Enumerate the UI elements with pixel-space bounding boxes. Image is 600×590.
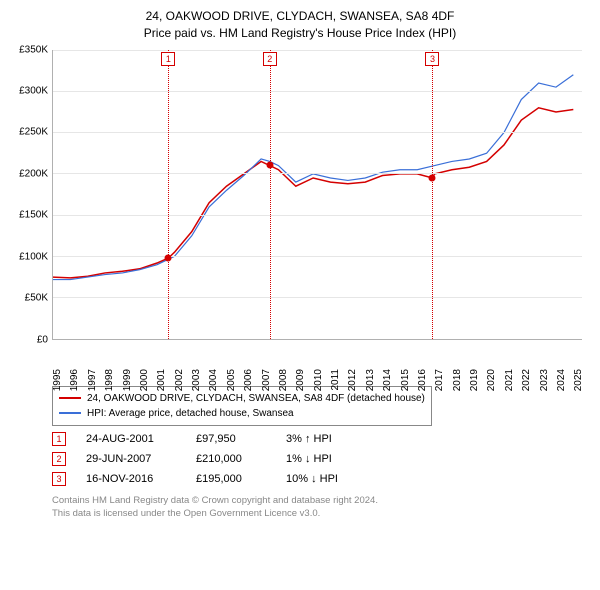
x-tick-label: 2009 — [295, 369, 306, 391]
plot-area: 1 2 3 — [52, 50, 582, 340]
event-delta: 10% ↓ HPI — [286, 473, 338, 485]
y-tick-label: £0 — [37, 334, 48, 345]
gridline-h — [53, 132, 582, 133]
x-tick-label: 2013 — [365, 369, 376, 391]
y-tick-label: £350K — [19, 44, 48, 55]
x-tick-label: 2024 — [556, 369, 567, 391]
legend-swatch — [59, 397, 81, 399]
line-svg — [53, 50, 582, 339]
series-hpi — [53, 74, 573, 279]
footer-line-1: Contains HM Land Registry data © Crown c… — [52, 494, 590, 507]
y-tick-label: £50K — [25, 293, 48, 304]
legend-swatch — [59, 412, 81, 414]
y-tick-label: £300K — [19, 86, 48, 97]
x-tick-label: 2004 — [208, 369, 219, 391]
x-tick-label: 1996 — [69, 369, 80, 391]
x-tick-label: 2008 — [278, 369, 289, 391]
event-dot-3 — [429, 174, 436, 181]
x-tick-label: 2002 — [174, 369, 185, 391]
event-marker-box-3: 3 — [425, 52, 439, 66]
x-tick-label: 2020 — [486, 369, 497, 391]
x-tick-label: 2011 — [330, 369, 341, 391]
gridline-h — [53, 256, 582, 257]
event-vline-3 — [432, 50, 433, 339]
chart-area: £0£50K£100K£150K£200K£250K£300K£350K 123… — [10, 50, 590, 380]
footer-line-2: This data is licensed under the Open Gov… — [52, 507, 590, 520]
legend: 24, OAKWOOD DRIVE, CLYDACH, SWANSEA, SA8… — [52, 386, 432, 426]
x-tick-label: 2017 — [434, 369, 445, 391]
event-delta: 1% ↓ HPI — [286, 453, 332, 465]
x-tick-label: 2014 — [382, 369, 393, 391]
gridline-h — [53, 297, 582, 298]
x-tick-label: 2018 — [452, 369, 463, 391]
x-tick-label: 2000 — [139, 369, 150, 391]
legend-row-property: 24, OAKWOOD DRIVE, CLYDACH, SWANSEA, SA8… — [59, 391, 425, 406]
x-tick-label: 2023 — [539, 369, 550, 391]
event-price: £97,950 — [196, 433, 266, 445]
event-date: 16-NOV-2016 — [86, 473, 176, 485]
x-tick-label: 2007 — [261, 369, 272, 391]
x-tick-label: 1997 — [87, 369, 98, 391]
y-axis: £0£50K£100K£150K£200K£250K£300K£350K — [10, 50, 52, 340]
x-tick-label: 1998 — [104, 369, 115, 391]
event-row-2: 2 29-JUN-2007 £210,000 1% ↓ HPI — [52, 452, 590, 466]
x-tick-label: 2012 — [347, 369, 358, 391]
x-tick-label: 1995 — [52, 369, 63, 391]
y-tick-label: £150K — [19, 210, 48, 221]
x-tick-label: 2016 — [417, 369, 428, 391]
chart-container: 24, OAKWOOD DRIVE, CLYDACH, SWANSEA, SA8… — [0, 0, 600, 590]
event-dot-1 — [165, 254, 172, 261]
gridline-h — [53, 50, 582, 51]
legend-label: HPI: Average price, detached house, Swan… — [87, 406, 294, 421]
y-tick-label: £250K — [19, 127, 48, 138]
events-table: 1 24-AUG-2001 £97,950 3% ↑ HPI 2 29-JUN-2007 £… — [52, 432, 590, 486]
x-axis: 1995199619971998199920002001200220032004… — [52, 340, 582, 380]
gridline-h — [53, 91, 582, 92]
event-row-marker: 1 — [52, 432, 66, 446]
event-vline-1 — [168, 50, 169, 339]
gridline-h — [53, 173, 582, 174]
x-tick-label: 2015 — [400, 369, 411, 391]
event-row-marker: 2 — [52, 452, 66, 466]
x-tick-label: 2025 — [573, 369, 584, 391]
event-delta: 3% ↑ HPI — [286, 433, 332, 445]
footer: Contains HM Land Registry data © Crown c… — [52, 494, 590, 521]
x-tick-label: 2010 — [313, 369, 324, 391]
event-date: 29-JUN-2007 — [86, 453, 176, 465]
event-price: £195,000 — [196, 473, 266, 485]
x-tick-label: 2006 — [243, 369, 254, 391]
x-tick-label: 2003 — [191, 369, 202, 391]
x-tick-label: 2021 — [504, 369, 515, 391]
x-tick-label: 1999 — [122, 369, 133, 391]
legend-label: 24, OAKWOOD DRIVE, CLYDACH, SWANSEA, SA8… — [87, 391, 425, 406]
y-tick-label: £200K — [19, 168, 48, 179]
x-tick-label: 2001 — [156, 369, 167, 391]
x-tick-label: 2022 — [521, 369, 532, 391]
title-line-1: 24, OAKWOOD DRIVE, CLYDACH, SWANSEA, SA8… — [10, 8, 590, 25]
event-dot-2 — [266, 162, 273, 169]
x-tick-label: 2005 — [226, 369, 237, 391]
event-vline-2 — [270, 50, 271, 339]
legend-row-hpi: HPI: Average price, detached house, Swan… — [59, 406, 425, 421]
event-marker-box-2: 2 — [263, 52, 277, 66]
event-row-marker: 3 — [52, 472, 66, 486]
event-row-3: 3 16-NOV-2016 £195,000 10% ↓ HPI — [52, 472, 590, 486]
title-line-2: Price paid vs. HM Land Registry's House … — [10, 25, 590, 42]
y-tick-label: £100K — [19, 251, 48, 262]
event-marker-box-1: 1 — [161, 52, 175, 66]
x-tick-label: 2019 — [469, 369, 480, 391]
event-price: £210,000 — [196, 453, 266, 465]
gridline-h — [53, 215, 582, 216]
event-date: 24-AUG-2001 — [86, 433, 176, 445]
event-row-1: 1 24-AUG-2001 £97,950 3% ↑ HPI — [52, 432, 590, 446]
